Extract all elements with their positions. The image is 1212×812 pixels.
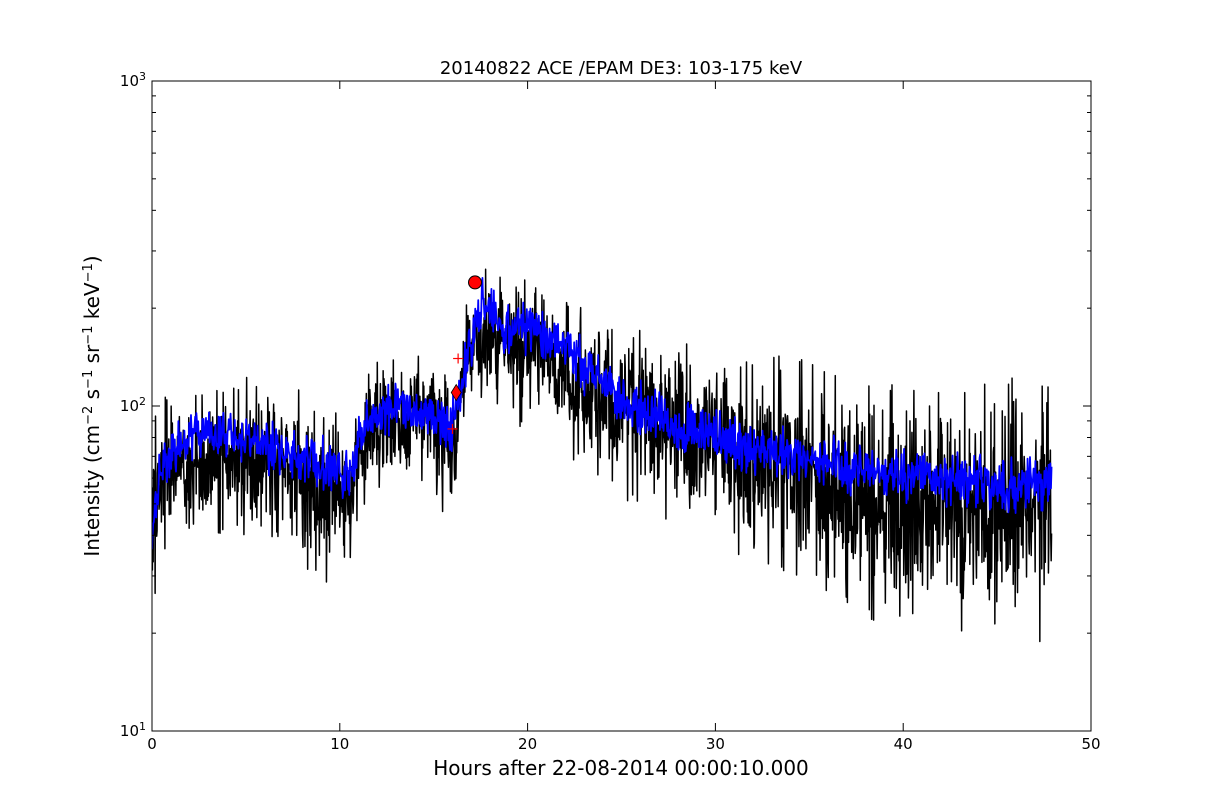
x-tick-label: 30 [706, 735, 725, 753]
y-tick-base: 10 [120, 722, 139, 740]
y-tick-base: 10 [120, 72, 139, 90]
y-tick-exponent: 3 [139, 70, 146, 83]
onset-diamond-marker [450, 383, 462, 402]
plot-area [151, 80, 1092, 732]
y-tick-label: 103 [120, 70, 146, 91]
x-axis-label: Hours after 22-08-2014 00:00:10.000 [433, 756, 809, 780]
series-layer [152, 268, 1053, 643]
y-tick-base: 10 [120, 397, 139, 415]
plus-marker [453, 353, 464, 364]
marker-layer [447, 275, 483, 434]
y-tick-label: 102 [120, 395, 146, 416]
x-tick-label: 20 [518, 735, 537, 753]
tick-layer [151, 80, 1092, 732]
x-tick-label: 50 [1081, 735, 1100, 753]
y-axis-label: Intensity (cm−2 s−1 sr−1 keV−1) [80, 255, 104, 556]
x-tick-label: 10 [330, 735, 349, 753]
smoothed-intensity-line [152, 276, 1053, 550]
x-tick-label: 0 [147, 735, 157, 753]
x-axis-tick-labels: 0 10 20 30 40 50 [147, 735, 1100, 753]
y-tick-exponent: 1 [139, 720, 146, 733]
y-tick-label: 101 [120, 720, 146, 741]
y-tick-exponent: 2 [139, 395, 146, 408]
plus-marker [447, 423, 458, 434]
peak-circle-marker [468, 275, 483, 290]
chart-title: 20140822 ACE /EPAM DE3: 103-175 keV [440, 58, 803, 79]
x-tick-label: 40 [894, 735, 913, 753]
raw-intensity-line [152, 268, 1053, 643]
